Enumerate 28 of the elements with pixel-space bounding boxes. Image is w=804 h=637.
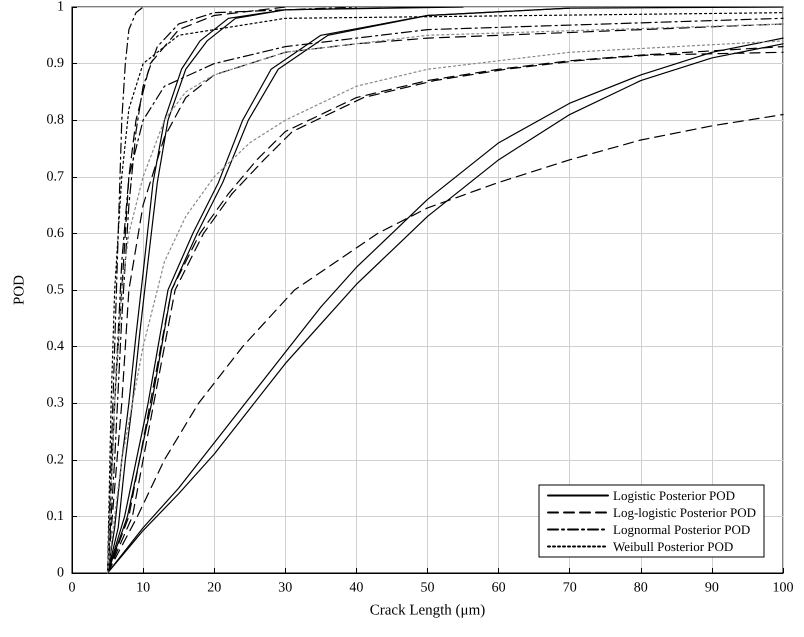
x-tick-label: 30 bbox=[278, 580, 292, 596]
y-tick-label: 0.9 bbox=[46, 56, 64, 72]
y-tick-label: 1 bbox=[57, 0, 64, 14]
x-tick-label: 0 bbox=[68, 580, 76, 596]
x-tick-label: 50 bbox=[420, 580, 434, 596]
y-tick-label: 0.7 bbox=[46, 169, 64, 184]
x-tick-label: 10 bbox=[136, 580, 150, 596]
x-axis-title: Crack Length (μm) bbox=[370, 602, 486, 618]
x-tick-label: 80 bbox=[634, 580, 648, 596]
y-axis-title: POD bbox=[12, 274, 28, 306]
y-tick-label: 0.4 bbox=[46, 339, 64, 354]
y-tick-label: 0.6 bbox=[46, 226, 64, 241]
y-tick-label: 0.8 bbox=[46, 112, 64, 128]
y-tick-label: 0.2 bbox=[46, 452, 64, 468]
y-tick-label: 0.1 bbox=[46, 508, 64, 524]
x-tick-label: 40 bbox=[349, 580, 364, 596]
legend-label: Log-logistic Posterior POD bbox=[613, 505, 756, 520]
x-tick-label: 20 bbox=[207, 580, 222, 596]
y-tick-label: 0.3 bbox=[46, 396, 64, 411]
x-tick-label: 90 bbox=[704, 580, 719, 596]
legend-label: Logistic Posterior POD bbox=[613, 488, 736, 503]
y-tick-label: 0.5 bbox=[46, 282, 64, 298]
x-tick-label: 70 bbox=[562, 580, 577, 596]
x-tick-label: 60 bbox=[492, 580, 506, 596]
x-tick-label: 100 bbox=[772, 580, 794, 596]
y-tick-label: 0 bbox=[57, 566, 64, 580]
legend-label: Weibull Posterior POD bbox=[613, 539, 734, 554]
legend-label: Lognormal Posterior POD bbox=[613, 522, 750, 537]
